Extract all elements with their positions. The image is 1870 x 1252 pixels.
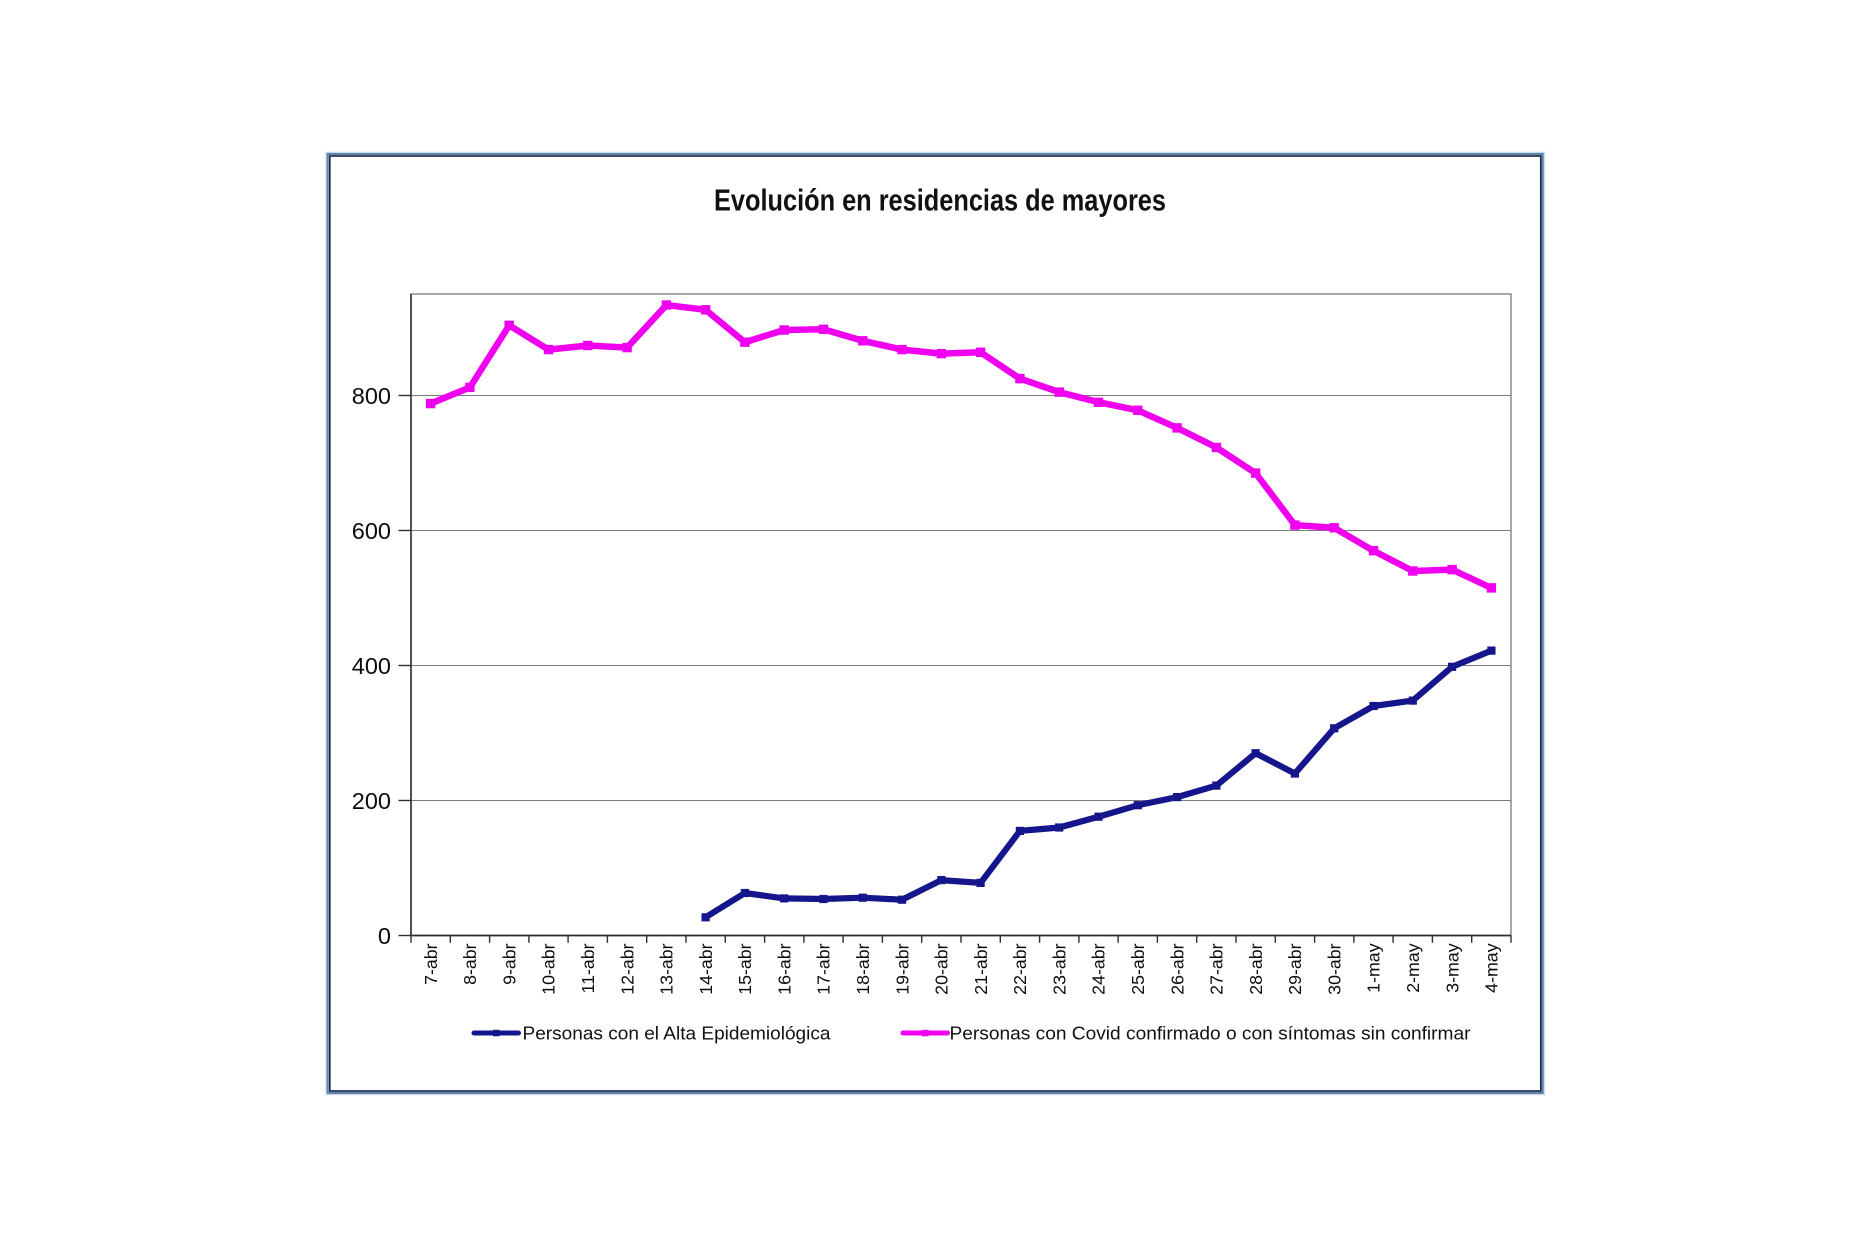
svg-text:30-abr: 30-abr — [1324, 943, 1344, 994]
svg-text:19-abr: 19-abr — [892, 943, 912, 994]
svg-text:16-abr: 16-abr — [774, 943, 794, 994]
svg-text:4-may: 4-may — [1482, 943, 1502, 993]
svg-text:18-abr: 18-abr — [853, 943, 873, 994]
svg-text:200: 200 — [352, 788, 391, 814]
svg-text:12-abr: 12-abr — [617, 943, 637, 994]
svg-text:23-abr: 23-abr — [1049, 943, 1069, 994]
svg-text:28-abr: 28-abr — [1246, 943, 1266, 994]
svg-text:10-abr: 10-abr — [539, 943, 559, 994]
svg-text:0: 0 — [378, 923, 391, 949]
svg-text:Personas con el Alta Epidemiol: Personas con el Alta Epidemiológica — [523, 1024, 832, 1044]
svg-text:22-abr: 22-abr — [1010, 943, 1030, 994]
svg-text:20-abr: 20-abr — [932, 943, 952, 994]
svg-text:600: 600 — [352, 518, 391, 544]
svg-text:8-abr: 8-abr — [460, 943, 480, 985]
svg-text:7-abr: 7-abr — [421, 943, 441, 985]
svg-text:14-abr: 14-abr — [696, 943, 716, 994]
svg-text:17-abr: 17-abr — [814, 943, 834, 994]
svg-text:2-may: 2-may — [1403, 943, 1423, 993]
svg-text:27-abr: 27-abr — [1207, 943, 1227, 994]
svg-text:Evolución en residencias de ma: Evolución en residencias de mayores — [714, 183, 1166, 218]
svg-text:25-abr: 25-abr — [1128, 943, 1148, 994]
svg-text:15-abr: 15-abr — [735, 943, 755, 994]
svg-text:11-abr: 11-abr — [578, 943, 598, 993]
svg-text:3-may: 3-may — [1442, 943, 1462, 993]
svg-text:21-abr: 21-abr — [971, 943, 991, 994]
svg-text:26-abr: 26-abr — [1167, 943, 1187, 994]
svg-text:29-abr: 29-abr — [1285, 943, 1305, 994]
svg-text:13-abr: 13-abr — [657, 943, 677, 994]
svg-text:24-abr: 24-abr — [1089, 943, 1109, 994]
svg-text:800: 800 — [352, 383, 391, 409]
svg-text:Personas con Covid confirmado: Personas con Covid confirmado o con sínt… — [950, 1024, 1471, 1044]
svg-text:1-may: 1-may — [1364, 943, 1384, 993]
svg-text:9-abr: 9-abr — [499, 943, 519, 985]
svg-text:400: 400 — [352, 653, 391, 679]
